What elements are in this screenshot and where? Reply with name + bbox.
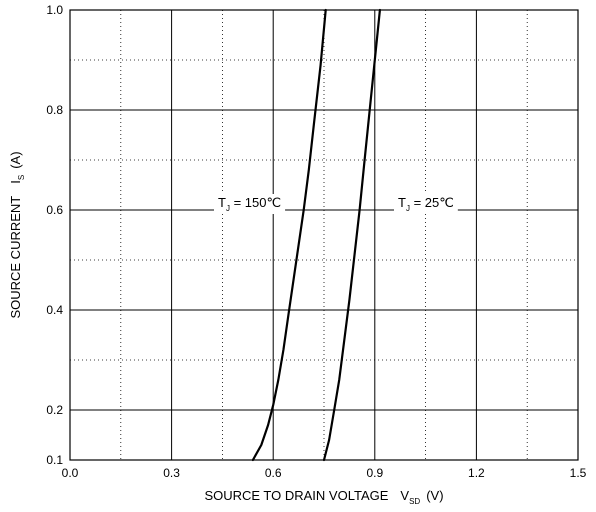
y-tick-label: 0.6 [46,203,63,217]
series-line-25c [324,10,380,460]
y-tick-labels: 0.1 0.2 0.4 0.6 0.8 1.0 [46,3,63,467]
y-axis-unit: (A) [8,151,23,168]
x-tick-label: 1.2 [468,466,485,480]
x-axis-symbol: V [400,488,409,503]
y-tick-label: 0.8 [46,103,63,117]
y-tick-label: 0.2 [46,403,63,417]
y-axis-title: SOURCE CURRENTIS(A) [8,151,26,318]
grid-minor [70,10,578,460]
x-tick-label: 0.9 [366,466,383,480]
x-tick-label: 0.3 [163,466,180,480]
series-label-150-symbol: T [218,195,226,210]
x-axis-title-main: SOURCE TO DRAIN VOLTAGE [204,488,388,503]
y-tick-label: 1.0 [46,3,63,17]
y-axis-title-group: SOURCE CURRENTIS(A) [8,151,26,318]
series-label-25-symbol: T [398,195,406,210]
x-tick-label: 0.6 [265,466,282,480]
y-axis-subscript: S [17,175,26,180]
x-axis-subscript: SD [409,497,420,506]
series-layer [253,10,380,460]
x-tick-labels: 0.0 0.3 0.6 0.9 1.2 1.5 [62,466,587,480]
annotations: TJ = 150℃ TJ = 25℃ [214,194,458,214]
series-label-25-text: = 25℃ [410,195,454,210]
series-line-150c [253,10,326,460]
x-tick-label: 0.0 [62,466,79,480]
x-axis-unit: (V) [426,488,443,503]
y-axis-title-main: SOURCE CURRENT [8,196,23,319]
series-label-150-text: = 150℃ [230,195,281,210]
y-tick-label: 0.1 [46,453,63,467]
y-tick-label: 0.4 [46,303,63,317]
x-axis-title: SOURCE TO DRAIN VOLTAGE VSD (V) [204,488,443,506]
